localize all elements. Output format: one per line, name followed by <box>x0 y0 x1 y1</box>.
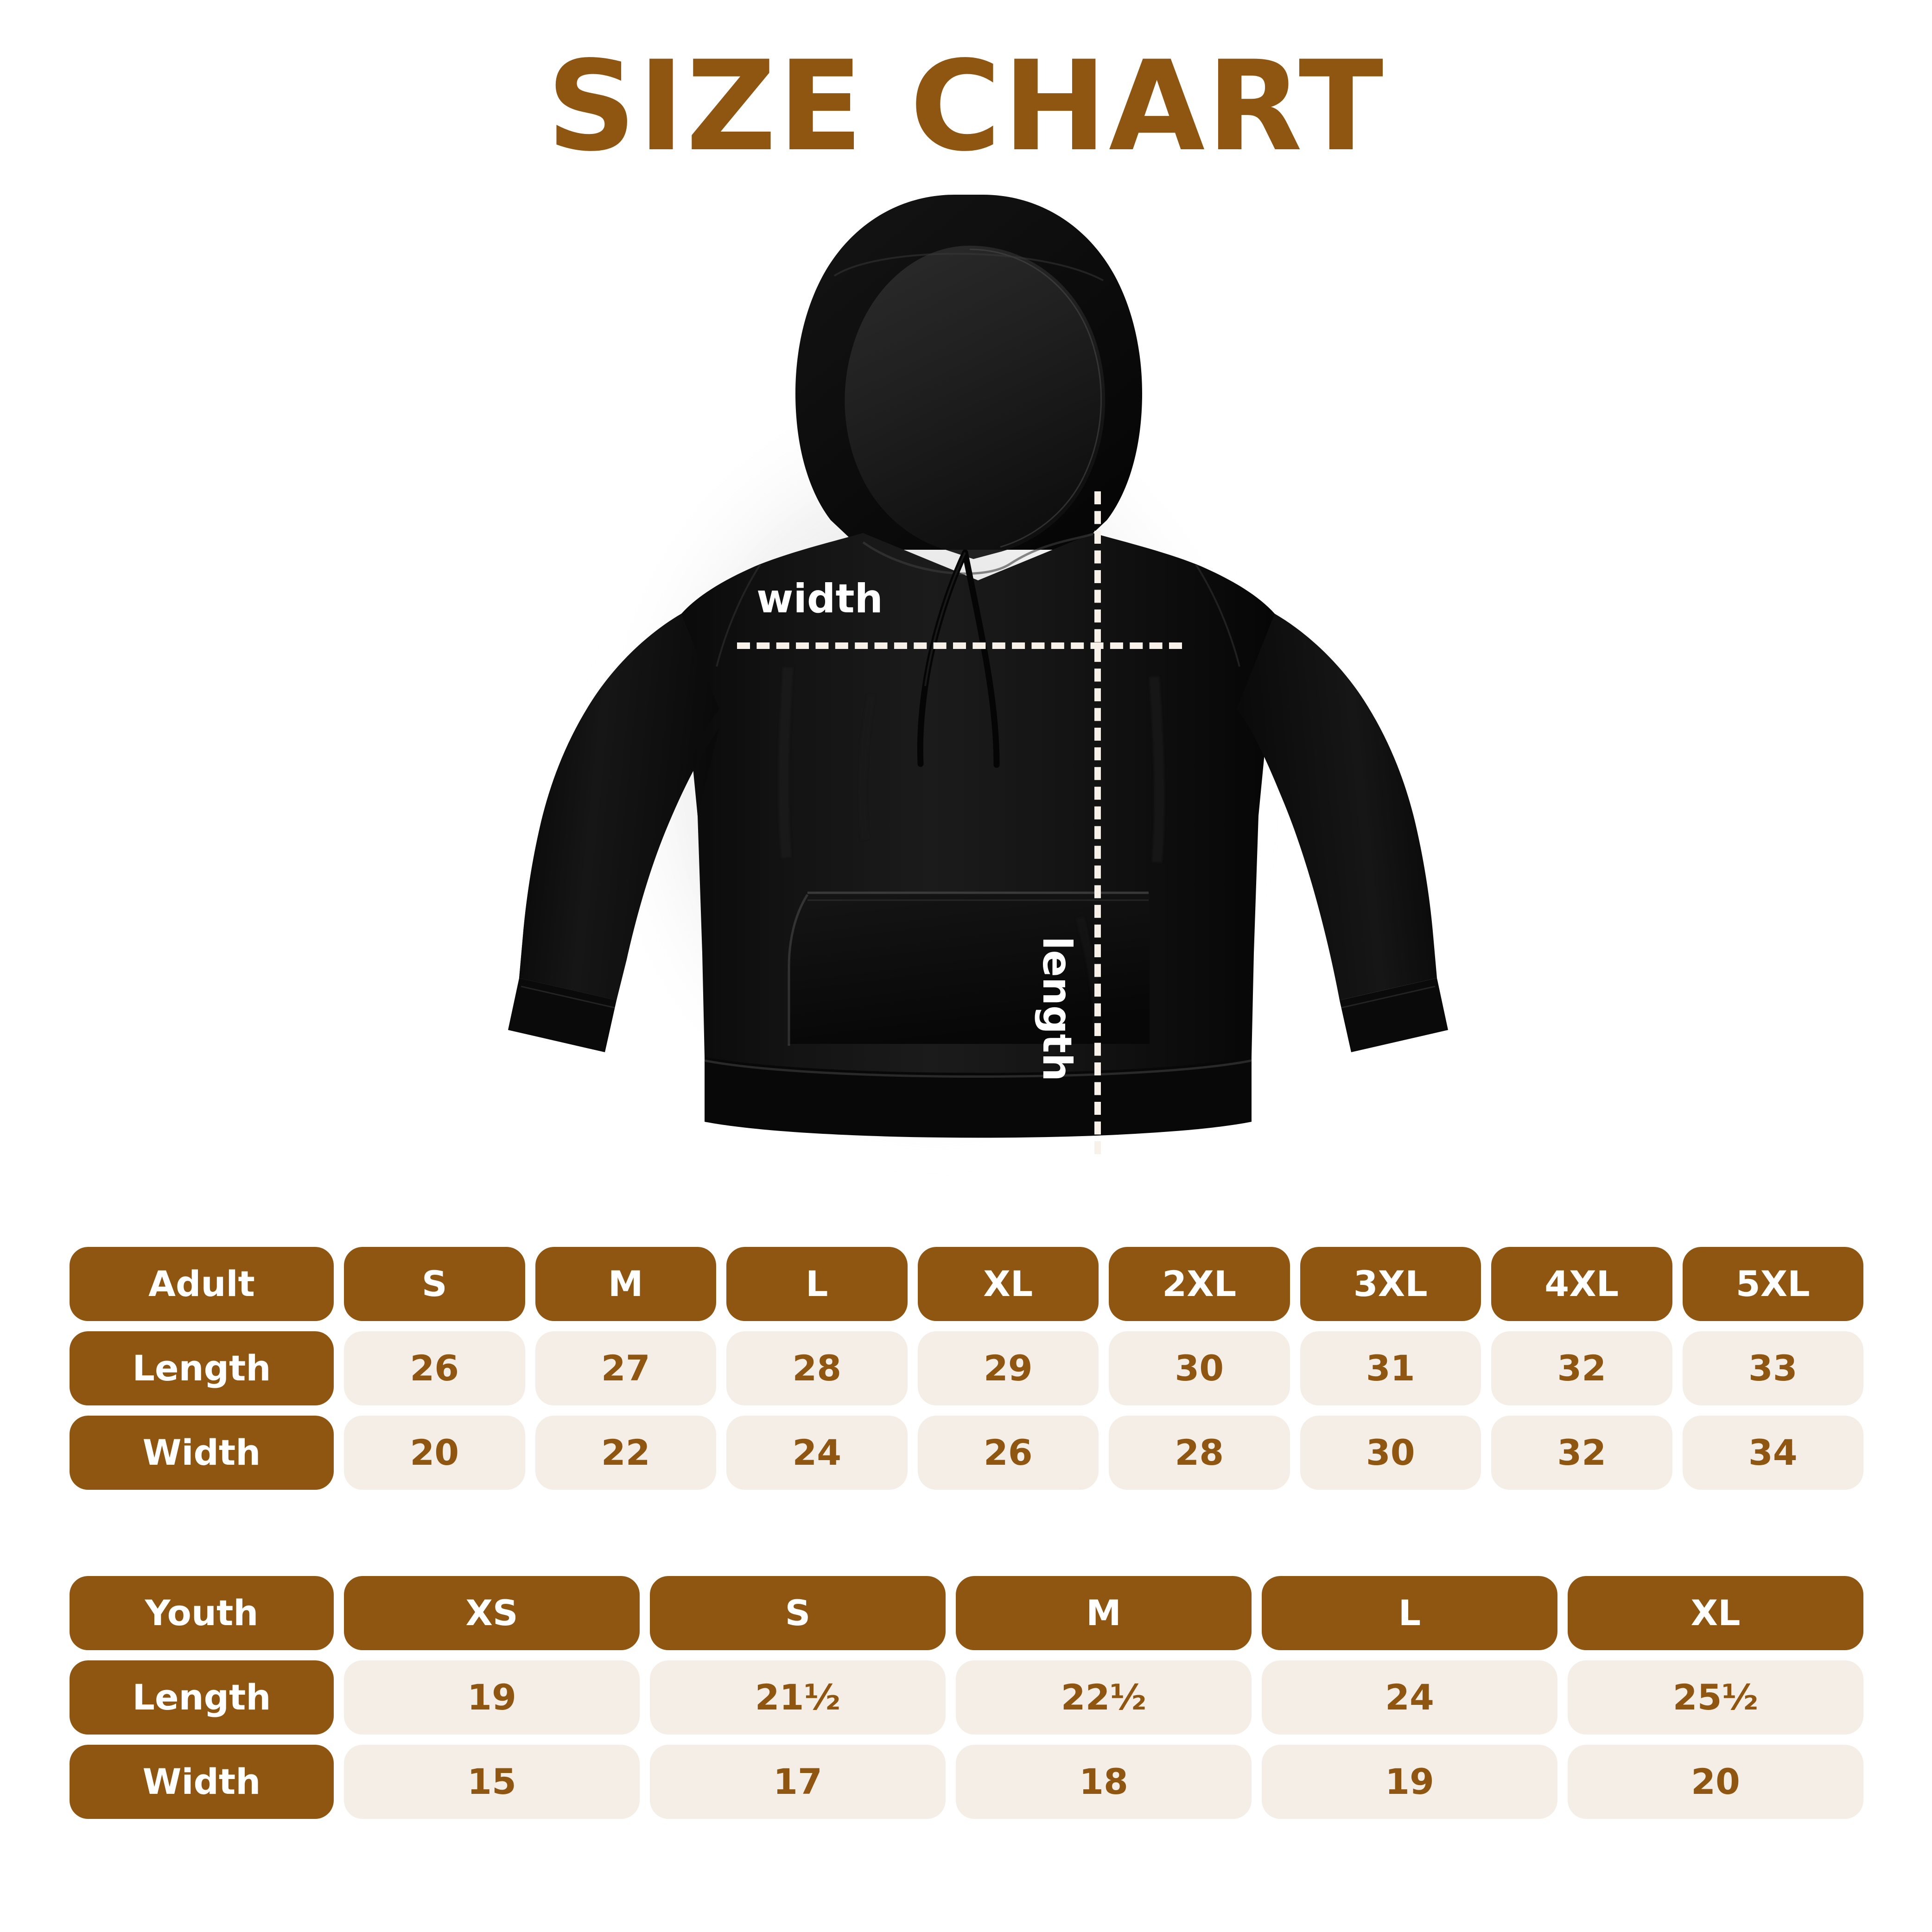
page-title: SIZE CHART <box>547 34 1385 179</box>
adult-size-s: S <box>344 1247 525 1321</box>
youth-size-table: Youth XS S M L XL Length 19 21½ 22½ 24 2… <box>70 1576 1863 1819</box>
youth-width-xs: 15 <box>344 1745 640 1819</box>
youth-width-label: Width <box>70 1745 334 1819</box>
adult-width-row: Width 20 22 24 26 28 30 32 34 <box>70 1416 1863 1490</box>
adult-size-2xl: 2XL <box>1109 1247 1290 1321</box>
adult-header-row: Adult S M L XL 2XL 3XL 4XL 5XL <box>70 1247 1863 1321</box>
adult-width-4xl: 32 <box>1491 1416 1672 1490</box>
adult-size-3xl: 3XL <box>1300 1247 1481 1321</box>
adult-length-xl: 29 <box>917 1331 1099 1405</box>
youth-width-m: 18 <box>956 1745 1252 1819</box>
youth-length-xs: 19 <box>344 1660 640 1735</box>
adult-size-5xl: 5XL <box>1682 1247 1863 1321</box>
hoodie-image <box>464 176 1493 1224</box>
adult-length-2xl: 30 <box>1109 1331 1290 1405</box>
youth-width-l: 19 <box>1262 1745 1557 1819</box>
adult-length-m: 27 <box>535 1331 716 1405</box>
youth-size-m: M <box>956 1576 1252 1650</box>
adult-length-row: Length 26 27 28 29 30 31 32 33 <box>70 1331 1863 1405</box>
youth-size-xs: XS <box>344 1576 640 1650</box>
adult-width-2xl: 28 <box>1109 1416 1290 1490</box>
youth-length-row: Length 19 21½ 22½ 24 25½ <box>70 1660 1863 1735</box>
adult-length-5xl: 33 <box>1682 1331 1863 1405</box>
adult-size-4xl: 4XL <box>1491 1247 1672 1321</box>
youth-header-row: Youth XS S M L XL <box>70 1576 1863 1650</box>
youth-length-m: 22½ <box>956 1660 1252 1735</box>
adult-size-m: M <box>535 1247 716 1321</box>
adult-length-4xl: 32 <box>1491 1331 1672 1405</box>
width-measurement-label: width <box>756 576 883 622</box>
length-dashed-guide <box>1094 491 1101 1154</box>
adult-length-label: Length <box>70 1331 334 1405</box>
adult-length-l: 28 <box>726 1331 908 1405</box>
adult-length-s: 26 <box>344 1331 525 1405</box>
adult-size-table: Adult S M L XL 2XL 3XL 4XL 5XL Length 26… <box>70 1247 1863 1490</box>
youth-width-s: 17 <box>650 1745 946 1819</box>
youth-length-l: 24 <box>1262 1660 1557 1735</box>
youth-size-l: L <box>1262 1576 1557 1650</box>
adult-length-3xl: 31 <box>1300 1331 1481 1405</box>
adult-width-3xl: 30 <box>1300 1416 1481 1490</box>
youth-size-s: S <box>650 1576 946 1650</box>
adult-width-m: 22 <box>535 1416 716 1490</box>
adult-width-s: 20 <box>344 1416 525 1490</box>
youth-width-row: Width 15 17 18 19 20 <box>70 1745 1863 1819</box>
youth-width-xl: 20 <box>1568 1745 1863 1819</box>
youth-length-xl: 25½ <box>1568 1660 1863 1735</box>
adult-header-label: Adult <box>70 1247 334 1321</box>
adult-size-l: L <box>726 1247 908 1321</box>
adult-width-xl: 26 <box>917 1416 1099 1490</box>
adult-width-l: 24 <box>726 1416 908 1490</box>
adult-size-xl: XL <box>917 1247 1099 1321</box>
youth-size-xl: XL <box>1568 1576 1863 1650</box>
youth-length-label: Length <box>70 1660 334 1735</box>
youth-length-s: 21½ <box>650 1660 946 1735</box>
width-dashed-guide <box>737 642 1182 649</box>
adult-width-label: Width <box>70 1416 334 1490</box>
youth-header-label: Youth <box>70 1576 334 1650</box>
length-measurement-label: length <box>1034 936 1080 1081</box>
adult-width-5xl: 34 <box>1682 1416 1863 1490</box>
